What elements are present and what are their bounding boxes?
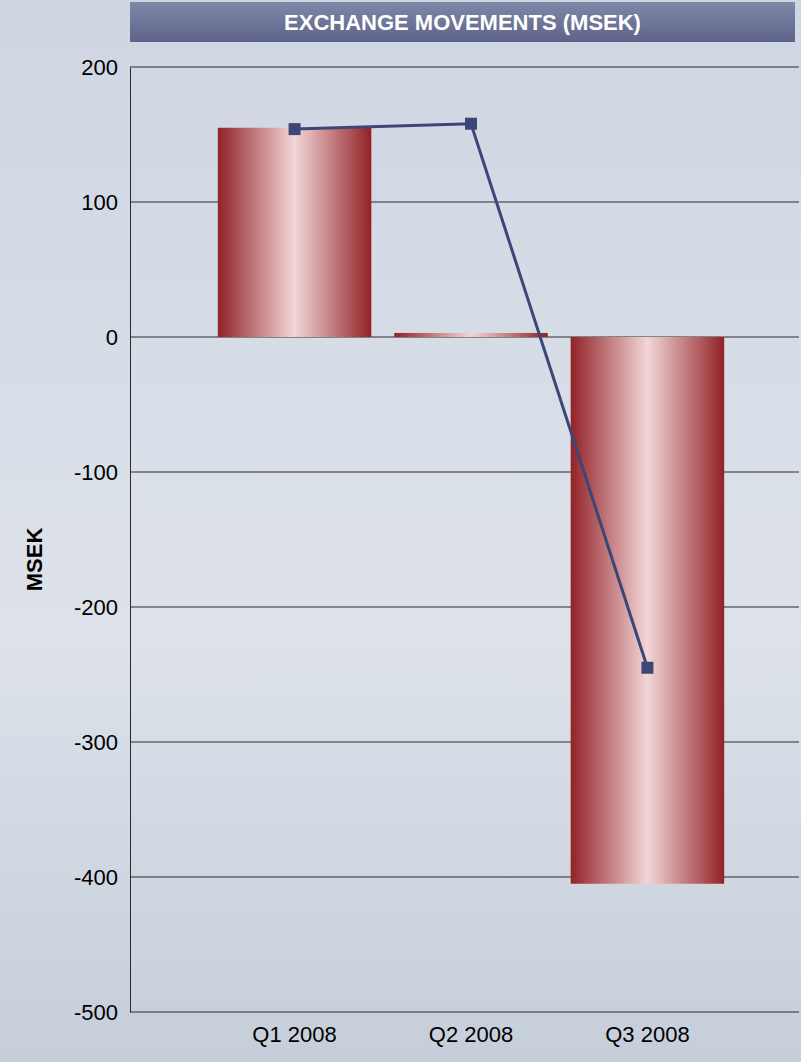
y-tick-label: -200: [74, 595, 118, 620]
x-tick: Q1 2008: [252, 1012, 336, 1047]
line: [295, 124, 648, 668]
bar: [218, 128, 371, 337]
x-tick: Q2 2008: [429, 1012, 513, 1047]
y-tick: 100: [81, 190, 130, 215]
x-tick: Q3 2008: [605, 1012, 689, 1047]
background: [0, 0, 801, 1062]
x-tick-label: Q1 2008: [252, 1022, 336, 1047]
marker: [289, 123, 301, 135]
y-tick: 200: [81, 55, 130, 80]
grid-line: [130, 1012, 799, 1013]
y-axis-line: [130, 68, 131, 1013]
x-axis-line: [210, 1012, 734, 1013]
y-tick-label: -300: [74, 730, 118, 755]
y-tick: 0: [106, 325, 130, 350]
y-tick: -300: [74, 730, 130, 755]
y-tick: -100: [74, 460, 130, 485]
bar: [571, 337, 724, 884]
marks: [218, 118, 724, 884]
bar: [394, 333, 547, 337]
y-tick: -400: [74, 865, 130, 890]
y-tick-label: -100: [74, 460, 118, 485]
markers: [289, 118, 654, 674]
x-axis: Q1 2008 Q2 2008 Q3 2008: [210, 1012, 734, 1047]
y-axis: -500 -400 -300 -200 -100 0 100 200: [74, 55, 131, 1025]
chart: EXCHANGE MOVEMENTS (MSEK) -500 -400 -300 -20…: [0, 0, 801, 1062]
x-tick-label: Q3 2008: [605, 1022, 689, 1047]
title-band: [130, 2, 795, 42]
grid-line: [130, 67, 799, 68]
y-tick: -500: [74, 1000, 130, 1025]
title: EXCHANGE MOVEMENTS (MSEK): [284, 10, 641, 35]
y-tick-label: -400: [74, 865, 118, 890]
y-tick-label: 200: [81, 55, 118, 80]
y-axis-title: MSEK: [22, 528, 47, 592]
marker: [641, 662, 653, 674]
x-tick-label: Q2 2008: [429, 1022, 513, 1047]
grid: [130, 67, 799, 1012]
y-tick: -200: [74, 595, 130, 620]
y-tick-label: 100: [81, 190, 118, 215]
bar-series: [218, 128, 724, 884]
y-tick-label: 0: [106, 325, 118, 350]
y-tick-label: -500: [74, 1000, 118, 1025]
marker: [465, 118, 477, 130]
